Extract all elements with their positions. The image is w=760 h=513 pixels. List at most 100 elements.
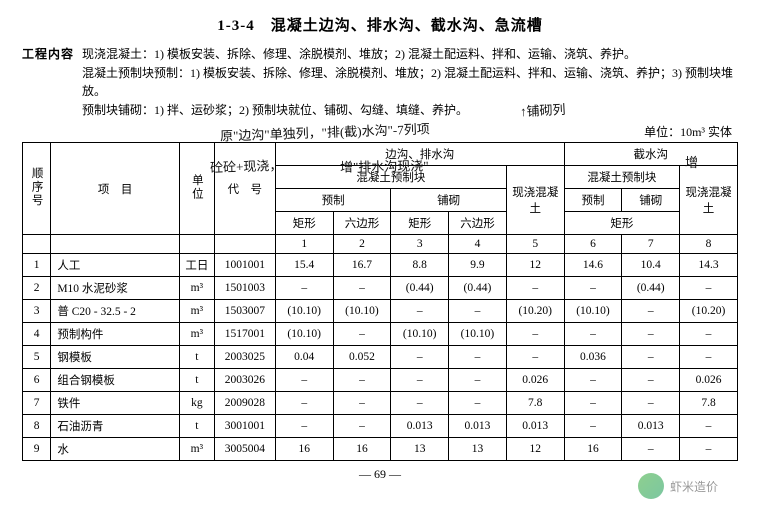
data-cell: m³: [179, 300, 214, 323]
data-cell: 15.4: [275, 254, 333, 277]
data-cell: 0.052: [333, 346, 391, 369]
content-line-3: 预制块铺砌：1) 拌、运砂浆；2) 预制块就位、铺砌、勾缝、填缝、养护。: [82, 101, 738, 120]
section-title: 1-3-4 混凝土边沟、排水沟、截水沟、急流槽: [22, 14, 738, 35]
data-cell: (10.10): [333, 300, 391, 323]
data-cell: –: [680, 438, 738, 461]
item-cell: 铁件: [51, 392, 180, 415]
data-cell: (10.20): [506, 300, 564, 323]
data-cell: 1517001: [214, 323, 275, 346]
data-cell: 2: [23, 277, 51, 300]
coln-7: 7: [622, 235, 680, 254]
sub-precast-2: 混凝土预制块: [564, 166, 680, 189]
data-cell: 3001001: [214, 415, 275, 438]
content-line-1: 现浇混凝土：1) 模板安装、拆除、修理、涂脱模剂、堆放；2) 混凝土配运料、拌和…: [82, 45, 738, 64]
data-cell: –: [506, 346, 564, 369]
data-cell: 8: [23, 415, 51, 438]
item-cell: M10 水泥砂浆: [51, 277, 180, 300]
data-cell: –: [333, 277, 391, 300]
data-cell: –: [680, 323, 738, 346]
data-cell: (10.10): [275, 323, 333, 346]
data-cell: 4: [23, 323, 51, 346]
item-cell: 钢模板: [51, 346, 180, 369]
data-cell: (0.44): [622, 277, 680, 300]
shape-hex-1: 六边形: [333, 212, 391, 235]
data-cell: 6: [23, 369, 51, 392]
coln-3: 3: [391, 235, 449, 254]
data-cell: 0.013: [506, 415, 564, 438]
data-cell: –: [275, 277, 333, 300]
data-cell: t: [179, 346, 214, 369]
data-cell: 1501003: [214, 277, 275, 300]
table-row: 7铁件kg2009028––––7.8––7.8: [23, 392, 738, 415]
data-cell: 16: [275, 438, 333, 461]
coln-8: 8: [680, 235, 738, 254]
header-row-nums: 1 2 3 4 5 6 7 8: [23, 235, 738, 254]
data-cell: –: [449, 392, 507, 415]
data-cell: –: [333, 323, 391, 346]
data-cell: (10.10): [449, 323, 507, 346]
content-line-2: 混凝土预制块预制：1) 模板安装、拆除、修理、涂脱模剂、堆放；2) 混凝土配运料…: [82, 64, 738, 101]
data-cell: –: [680, 415, 738, 438]
shape-rect-3: 矩形: [564, 212, 680, 235]
coln-5: 5: [506, 235, 564, 254]
data-cell: 1: [23, 254, 51, 277]
data-cell: 1001001: [214, 254, 275, 277]
data-cell: 3005004: [214, 438, 275, 461]
data-cell: (10.10): [275, 300, 333, 323]
item-cell: 石油沥青: [51, 415, 180, 438]
quota-table: 顺序号 项 目 单位 代 号 边沟、排水沟 截水沟 混凝土预制块 现浇混凝土 混…: [22, 142, 738, 461]
group-1: 边沟、排水沟: [275, 143, 564, 166]
data-cell: 0.013: [449, 415, 507, 438]
data-cell: –: [333, 369, 391, 392]
data-cell: m³: [179, 277, 214, 300]
data-cell: –: [680, 277, 738, 300]
item-cell: 组合钢模板: [51, 369, 180, 392]
data-cell: 10.4: [622, 254, 680, 277]
table-row: 1人工工日100100115.416.78.89.91214.610.414.3: [23, 254, 738, 277]
data-cell: 2003025: [214, 346, 275, 369]
data-cell: 0.04: [275, 346, 333, 369]
data-cell: –: [275, 415, 333, 438]
data-cell: t: [179, 415, 214, 438]
item-cell: 普 C20 - 32.5 - 2: [51, 300, 180, 323]
data-cell: (0.44): [449, 277, 507, 300]
data-cell: –: [622, 369, 680, 392]
sub-cast-1: 现浇混凝土: [506, 166, 564, 235]
coln-4: 4: [449, 235, 507, 254]
col-code: 代 号: [214, 143, 275, 235]
sub-pre-1: 预制: [275, 189, 391, 212]
data-cell: (10.10): [391, 323, 449, 346]
data-cell: –: [275, 369, 333, 392]
sub-lay-2: 铺砌: [622, 189, 680, 212]
watermark-icon: [638, 473, 664, 499]
data-cell: –: [333, 392, 391, 415]
data-cell: 工日: [179, 254, 214, 277]
table-row: 2M10 水泥砂浆m³1501003––(0.44)(0.44)––(0.44)…: [23, 277, 738, 300]
page-number: — 69 —: [22, 467, 738, 482]
watermark-text: 虾米造价: [670, 478, 718, 495]
data-cell: –: [564, 392, 622, 415]
data-cell: –: [506, 323, 564, 346]
coln-6: 6: [564, 235, 622, 254]
data-cell: m³: [179, 438, 214, 461]
col-item: 项 目: [51, 143, 180, 235]
data-cell: –: [449, 346, 507, 369]
shape-rect-1: 矩形: [275, 212, 333, 235]
data-cell: 0.036: [564, 346, 622, 369]
item-cell: 人工: [51, 254, 180, 277]
data-cell: 0.026: [680, 369, 738, 392]
data-cell: –: [680, 346, 738, 369]
unit-label: 单位：10m³ 实体: [22, 123, 732, 140]
col-unit: 单位: [189, 174, 205, 201]
coln-2: 2: [333, 235, 391, 254]
header-row-1: 顺序号 项 目 单位 代 号 边沟、排水沟 截水沟: [23, 143, 738, 166]
table-row: 6组合钢模板t2003026––––0.026––0.026: [23, 369, 738, 392]
data-cell: (10.20): [680, 300, 738, 323]
data-cell: –: [622, 300, 680, 323]
data-cell: 3: [23, 300, 51, 323]
content-block: 工程内容 现浇混凝土：1) 模板安装、拆除、修理、涂脱模剂、堆放；2) 混凝土配…: [22, 45, 738, 119]
data-cell: –: [391, 346, 449, 369]
sub-lay-1: 铺砌: [391, 189, 507, 212]
shape-rect-2: 矩形: [391, 212, 449, 235]
data-cell: –: [391, 369, 449, 392]
